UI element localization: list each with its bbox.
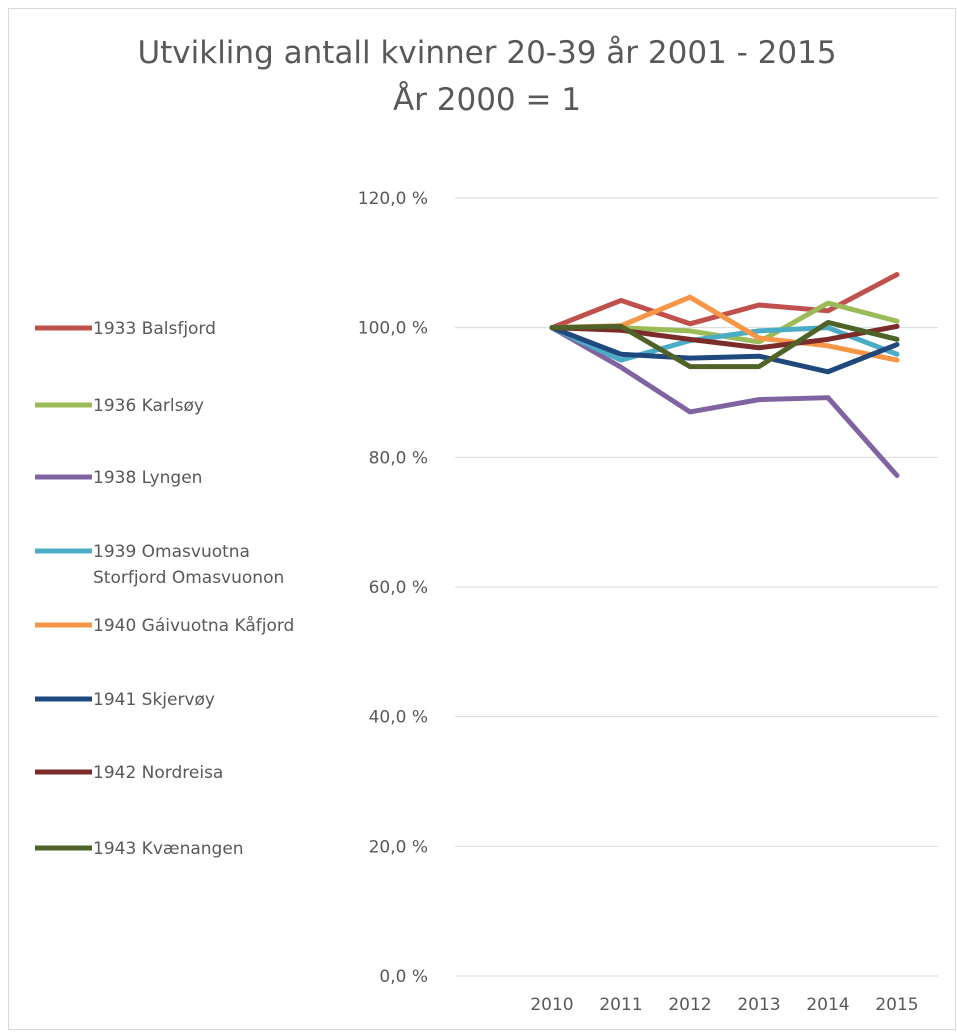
y-tick-label: 100,0 % [358, 319, 428, 339]
y-axis-ticks: 0,0 % 20,0 % 40,0 % 60,0 % 80,0 % 100,0 % 120,… [358, 189, 428, 987]
x-tick-label: 2014 [806, 995, 849, 1015]
legend-label: 1940 Gáivuotna Kåfjord [93, 615, 294, 636]
legend-label: 1942 Nordreisa [93, 763, 223, 783]
legend-item: 1942 Nordreisa [35, 763, 223, 783]
y-tick-label: 40,0 % [369, 708, 428, 728]
x-tick-label: 2012 [668, 995, 711, 1015]
legend-label: 1936 Karlsøy [93, 396, 204, 416]
x-axis-ticks: 2010 2011 2012 2013 2014 2015 [530, 995, 918, 1015]
legend-item: 1943 Kvænangen [35, 839, 244, 859]
legend: 1933 Balsfjord 1936 Karlsøy 1938 Lyngen 193… [35, 319, 294, 859]
legend-item: 1936 Karlsøy [35, 396, 204, 416]
x-tick-label: 2015 [875, 995, 918, 1015]
series-lines [549, 272, 900, 478]
y-tick-label: 0,0 % [379, 967, 428, 987]
legend-label: 1943 Kvænangen [93, 839, 244, 859]
legend-item: 1939 Omasvuotna Storfjord Omasvuonon [35, 542, 284, 588]
series-line-3 [549, 325, 900, 363]
legend-label: Storfjord Omasvuonon [93, 568, 284, 588]
legend-item: 1940 Gáivuotna Kåfjord [35, 615, 294, 636]
legend-label: 1939 Omasvuotna [93, 542, 250, 562]
series-line-2 [549, 325, 900, 478]
chart-frame [8, 8, 956, 1030]
x-tick-label: 2011 [599, 995, 642, 1015]
legend-item: 1941 Skjervøy [35, 690, 215, 710]
legend-item: 1933 Balsfjord [35, 319, 216, 339]
y-tick-label: 120,0 % [358, 189, 428, 209]
y-tick-label: 80,0 % [369, 448, 428, 468]
x-tick-label: 2010 [530, 995, 573, 1015]
chart-title: Utvikling antall kvinner 20-39 år 2001 -… [137, 35, 836, 71]
chart-subtitle: År 2000 = 1 [393, 82, 581, 118]
legend-item: 1938 Lyngen [35, 468, 202, 488]
x-tick-label: 2013 [737, 995, 780, 1015]
legend-label: 1941 Skjervøy [93, 690, 215, 710]
y-tick-label: 20,0 % [369, 837, 428, 857]
legend-label: 1933 Balsfjord [93, 319, 216, 339]
series-line-6 [549, 323, 900, 351]
y-tick-label: 60,0 % [369, 578, 428, 598]
series-line-7 [549, 319, 900, 370]
series-line-5 [549, 325, 900, 375]
legend-label: 1938 Lyngen [93, 468, 202, 488]
